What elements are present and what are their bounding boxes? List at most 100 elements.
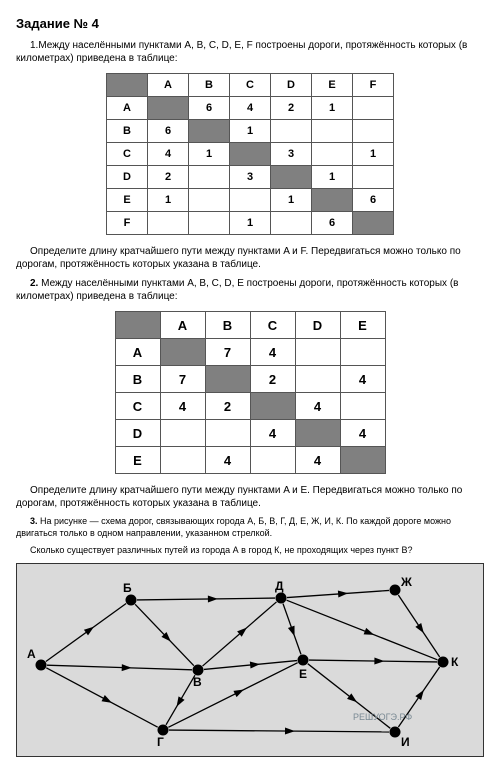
distance-cell <box>250 447 295 474</box>
row-header: A <box>107 97 148 120</box>
distance-cell: 6 <box>148 120 189 143</box>
col-header: B <box>189 74 230 97</box>
task-title: Задание № 4 <box>16 16 484 31</box>
distance-cell: 7 <box>205 339 250 366</box>
col-header: C <box>250 312 295 339</box>
node-label: Ж <box>400 575 412 589</box>
graph-edge <box>287 600 438 660</box>
graph-node <box>193 665 204 676</box>
distance-cell <box>295 339 340 366</box>
graph-node <box>36 660 47 671</box>
col-header: A <box>148 74 189 97</box>
arrow-icon <box>208 596 218 603</box>
distance-cell: 1 <box>230 120 271 143</box>
row-header: B <box>115 366 160 393</box>
distance-cell: 2 <box>271 97 312 120</box>
graph-edge <box>46 668 157 727</box>
distance-cell <box>295 420 340 447</box>
distance-cell <box>230 189 271 212</box>
distance-cell <box>271 212 312 235</box>
col-header: E <box>312 74 353 97</box>
arrow-icon <box>122 664 132 671</box>
arrow-icon <box>415 690 424 700</box>
distance-cell <box>340 447 385 474</box>
distance-cell: 4 <box>340 420 385 447</box>
graph-node <box>438 657 449 668</box>
graph-node <box>158 725 169 736</box>
distance-cell <box>312 143 353 166</box>
node-label: Е <box>299 667 307 681</box>
distance-cell: 4 <box>148 143 189 166</box>
distance-cell <box>340 393 385 420</box>
distance-cell <box>312 120 353 143</box>
distance-cell <box>189 166 230 189</box>
distance-cell: 6 <box>353 189 394 212</box>
graph-node <box>276 593 287 604</box>
graph-edge <box>47 665 192 670</box>
distance-cell: 1 <box>353 143 394 166</box>
col-header: D <box>271 74 312 97</box>
distance-cell <box>189 120 230 143</box>
arrow-icon <box>415 623 423 633</box>
distance-cell: 4 <box>230 97 271 120</box>
row-header: B <box>107 120 148 143</box>
row-header: D <box>107 166 148 189</box>
graph-node <box>390 727 401 738</box>
graph-node <box>390 585 401 596</box>
col-header: A <box>160 312 205 339</box>
row-header: C <box>115 393 160 420</box>
problem3-number: 3. <box>30 516 38 526</box>
arrow-icon <box>84 627 94 636</box>
graph-container: АБВГДЕЖИКРЕШУОГЭ.РФ <box>16 563 484 757</box>
node-label: В <box>193 675 202 689</box>
graph-edge <box>169 730 389 732</box>
distance-cell <box>160 420 205 447</box>
distance-cell: 4 <box>295 393 340 420</box>
row-header: E <box>115 447 160 474</box>
distance-cell <box>353 166 394 189</box>
distance-cell <box>189 189 230 212</box>
arrow-icon <box>250 662 260 669</box>
problem3-question: Сколько существует различных путей из го… <box>16 545 484 557</box>
problem1-statement: 1.Между населёнными пунктами A, B, C, D,… <box>16 39 484 65</box>
distance-cell <box>271 120 312 143</box>
distance-cell <box>312 189 353 212</box>
distance-cell: 6 <box>312 212 353 235</box>
problem2-statement: 2. Между населёнными пунктами A, B, C, D… <box>16 277 484 303</box>
graph-node <box>298 655 309 666</box>
distance-cell: 2 <box>148 166 189 189</box>
arrow-icon <box>177 696 185 706</box>
row-header: E <box>107 189 148 212</box>
distance-cell: 1 <box>189 143 230 166</box>
distance-cell <box>189 212 230 235</box>
distance-cell: 1 <box>312 97 353 120</box>
problem1-text: Между населёнными пунктами A, B, C, D, E… <box>16 40 467 64</box>
distance-cell <box>340 339 385 366</box>
arrow-icon <box>233 690 244 698</box>
row-header: D <box>115 420 160 447</box>
distance-table-1: ABCDEFA6421B61C4131D231E116F16 <box>106 73 394 235</box>
distance-cell <box>271 166 312 189</box>
distance-cell <box>353 120 394 143</box>
distance-cell <box>148 212 189 235</box>
problem2-question: Определите длину кратчайшего пути между … <box>16 484 484 510</box>
node-label: И <box>401 735 410 749</box>
distance-table-2: ABCDEA74B724C424D44E44 <box>115 311 386 474</box>
col-header <box>107 74 148 97</box>
problem1-question: Определите длину кратчайшего пути между … <box>16 245 484 271</box>
node-label: К <box>451 655 459 669</box>
row-header: A <box>115 339 160 366</box>
distance-cell: 3 <box>230 166 271 189</box>
distance-cell: 1 <box>312 166 353 189</box>
distance-cell <box>353 212 394 235</box>
problem3-text: На рисунке — схема дорог, связывающих го… <box>16 516 451 538</box>
graph-edge <box>137 598 275 600</box>
graph-edge <box>168 663 297 728</box>
distance-cell: 2 <box>205 393 250 420</box>
row-header: C <box>107 143 148 166</box>
distance-cell: 4 <box>205 447 250 474</box>
watermark: РЕШУОГЭ.РФ <box>353 712 412 722</box>
problem2-text: Между населёнными пунктами A, B, C, D, E… <box>16 278 458 302</box>
node-label: Б <box>123 581 132 595</box>
distance-cell <box>205 420 250 447</box>
